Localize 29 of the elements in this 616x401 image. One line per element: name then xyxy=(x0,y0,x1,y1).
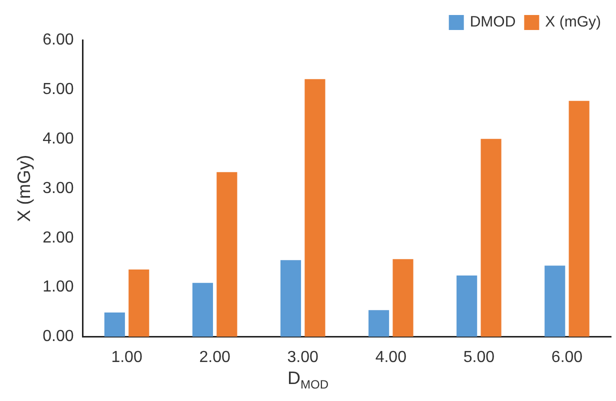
y-axis-title: X (mGy) xyxy=(14,154,34,222)
y-tick-label: 3.00 xyxy=(42,180,74,197)
bar xyxy=(304,79,326,337)
x-tick-label: 1.00 xyxy=(111,348,142,366)
bar xyxy=(456,275,478,337)
bar xyxy=(216,172,238,337)
y-tick-label: 5.00 xyxy=(42,80,74,98)
y-tick-label: 1.00 xyxy=(42,278,74,296)
y-tick-label: 6.00 xyxy=(42,31,74,48)
x-tick-label: 6.00 xyxy=(551,348,583,366)
x-tick-label: 3.00 xyxy=(287,348,319,366)
x-axis-title: D$_{MOD}$ xyxy=(286,368,330,392)
legend-label: DMOD xyxy=(470,14,516,31)
bar xyxy=(368,310,390,337)
bar xyxy=(280,260,302,337)
bar xyxy=(568,100,590,337)
bar xyxy=(104,312,125,337)
bar xyxy=(192,282,213,337)
x-tick-label: 5.00 xyxy=(463,348,495,366)
bar xyxy=(392,259,414,337)
y-tick-label: 4.00 xyxy=(42,130,74,148)
x-tick-label: 2.00 xyxy=(199,348,230,366)
legend-label: X (mGy) xyxy=(545,14,602,31)
bar xyxy=(480,138,502,337)
y-tick-label: 2.00 xyxy=(42,229,74,246)
y-tick-label: 0.00 xyxy=(42,328,74,346)
bar xyxy=(128,270,150,337)
x-tick-label: 4.00 xyxy=(375,348,407,366)
bar xyxy=(544,266,566,337)
